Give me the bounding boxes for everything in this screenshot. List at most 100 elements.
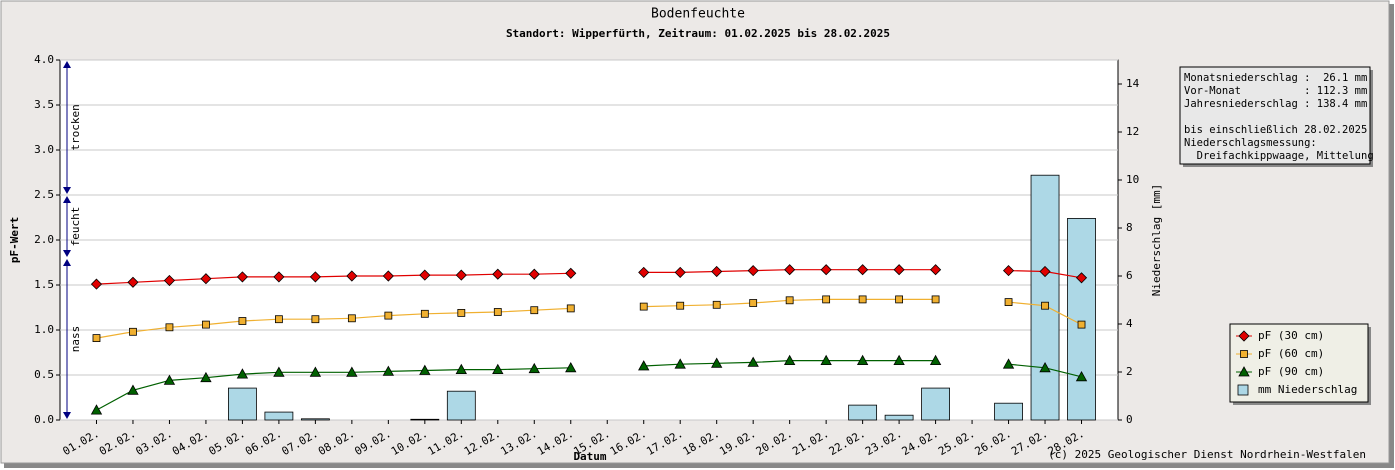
bar: [1030, 174, 1060, 421]
marker: [929, 354, 942, 365]
marker: [566, 304, 575, 313]
marker: [930, 264, 942, 276]
marker: [127, 276, 139, 288]
footer: (c) 2025 Geologischer Dienst Nordrhein-W…: [1048, 448, 1366, 461]
marker: [419, 364, 431, 375]
bar: [446, 390, 476, 421]
marker: [492, 268, 504, 280]
marker: [127, 384, 139, 395]
y-tick-label: 4.0: [34, 53, 54, 66]
marker: [820, 354, 832, 365]
marker: [783, 354, 796, 365]
marker: [528, 362, 540, 374]
marker: [382, 270, 394, 282]
marker: [638, 360, 650, 371]
marker: [893, 354, 905, 365]
marker: [820, 264, 832, 276]
marker: [674, 358, 686, 369]
zone-arrow-head: [63, 187, 71, 194]
marker: [309, 366, 322, 377]
zone-arrow-head: [63, 250, 71, 257]
marker: [895, 295, 904, 304]
marker: [236, 271, 248, 283]
legend-swatch: [1237, 384, 1249, 396]
y2-tick-label: 4: [1126, 317, 1133, 330]
marker: [893, 264, 905, 276]
marker: [711, 265, 723, 278]
y2-tick-label: 6: [1126, 269, 1133, 282]
marker: [1238, 366, 1250, 377]
marker: [784, 264, 796, 276]
marker: [274, 315, 283, 324]
marker: [273, 271, 285, 283]
marker: [856, 354, 869, 365]
legend-label: pF (90 cm): [1258, 365, 1324, 378]
y-tick-label: 0.0: [34, 413, 54, 426]
legend: [1229, 323, 1369, 403]
marker: [420, 309, 429, 318]
marker: [92, 334, 101, 343]
x-axis-label: Datum: [573, 450, 606, 463]
chart-title: Bodenfeuchte: [651, 7, 745, 22]
zone-arrow-head: [63, 412, 71, 419]
marker: [674, 266, 686, 278]
bar: [410, 418, 440, 421]
bar: [228, 387, 257, 421]
marker: [857, 264, 869, 276]
y2-tick-label: 10: [1126, 173, 1139, 186]
y-tick-label: 3.5: [34, 98, 54, 111]
marker: [90, 404, 103, 415]
marker: [236, 368, 249, 379]
info-line: Monatsniederschlag : 26.1 mm: [1184, 72, 1367, 84]
y2-tick-label: 12: [1126, 125, 1139, 138]
marker: [639, 302, 648, 311]
marker: [1041, 301, 1049, 310]
marker: [273, 366, 285, 377]
marker: [1039, 265, 1051, 278]
marker: [165, 323, 174, 332]
y-tick-label: 1.0: [34, 323, 54, 336]
legend-label: mm Niederschlag: [1258, 383, 1357, 396]
bar: [848, 404, 878, 421]
info-line: Dreifachkippwaage, Mittelung: [1184, 150, 1374, 162]
marker: [712, 300, 721, 309]
y-tick-label: 1.5: [34, 278, 54, 291]
marker: [565, 361, 577, 373]
bar: [300, 418, 330, 421]
marker: [384, 311, 393, 320]
marker: [200, 371, 212, 383]
y-tick-label: 3.0: [34, 143, 54, 156]
marker: [346, 366, 358, 377]
marker: [747, 265, 759, 277]
zone-label: nass: [69, 326, 82, 353]
y-tick-label: 2.5: [34, 188, 54, 201]
marker: [200, 273, 212, 285]
marker: [455, 269, 467, 281]
marker: [785, 296, 794, 305]
marker: [238, 317, 247, 325]
bar: [884, 414, 914, 421]
marker: [1077, 320, 1086, 329]
marker: [347, 314, 356, 323]
marker: [419, 269, 431, 281]
info-line: Vor-Monat : 112.3 mm: [1184, 85, 1367, 97]
bar: [921, 387, 950, 421]
info-line: Jahresniederschlag : 138.4 mm: [1184, 98, 1367, 110]
y2-tick-label: 8: [1126, 221, 1133, 234]
marker: [749, 299, 758, 307]
marker: [457, 308, 466, 317]
zone-arrow-head: [63, 259, 71, 266]
y-axis-label: pF-Wert: [8, 217, 21, 263]
marker: [493, 308, 502, 316]
marker: [530, 306, 539, 315]
marker: [1240, 350, 1248, 358]
marker: [747, 356, 759, 367]
marker: [202, 320, 210, 329]
info-line: bis einschließlich 28.02.2025: [1184, 124, 1367, 136]
marker: [163, 274, 176, 287]
marker: [1238, 330, 1250, 342]
marker: [858, 295, 867, 304]
marker: [309, 271, 321, 283]
marker: [1075, 272, 1088, 284]
